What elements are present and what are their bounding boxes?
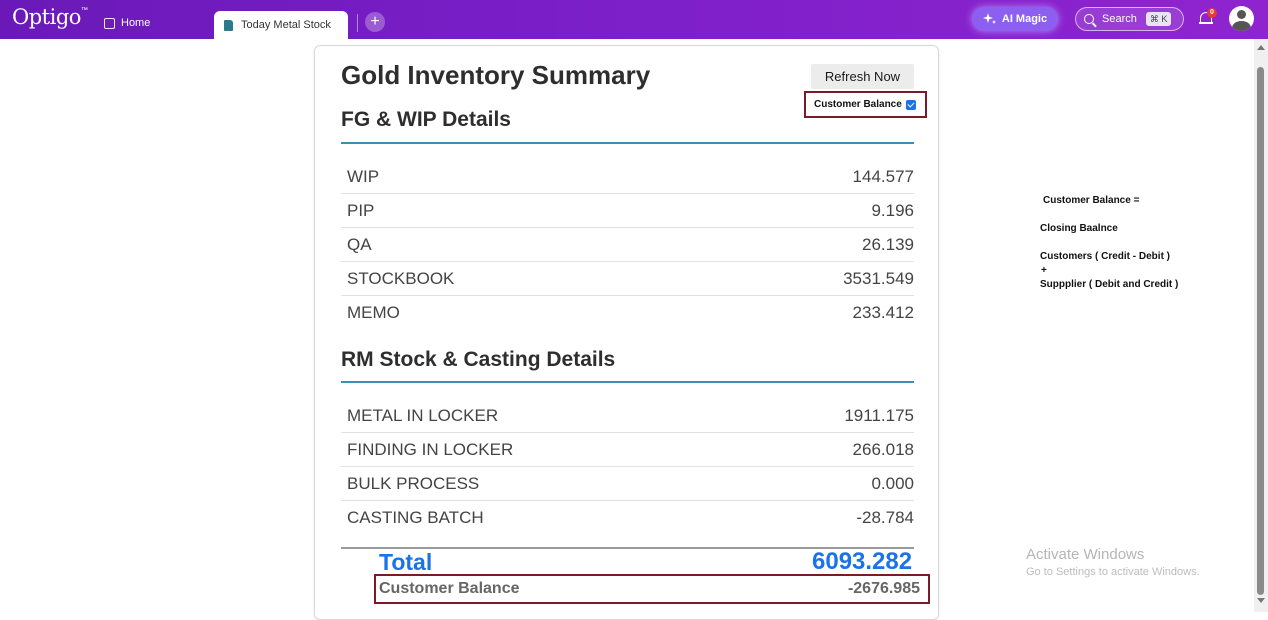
activate-windows-subtitle: Go to Settings to activate Windows.: [1026, 566, 1200, 578]
total-divider: [341, 547, 914, 549]
row-label: METAL IN LOCKER: [347, 405, 499, 425]
note-line-1: Customer Balance =: [1043, 195, 1140, 206]
row-label: PIP: [347, 200, 375, 220]
search-shortcut-badge: ⌘ K: [1145, 12, 1172, 26]
note-line-4: +: [1041, 265, 1047, 276]
row-label: WIP: [347, 166, 380, 186]
rm-stock-section-title: RM Stock & Casting Details: [341, 348, 616, 371]
fg-wip-section-title: FG & WIP Details: [341, 108, 511, 131]
table-row: WIP 144.577: [341, 160, 914, 194]
row-label: CASTING BATCH: [347, 508, 484, 527]
document-icon: [224, 19, 233, 31]
home-icon: [104, 17, 115, 29]
tab-today-metal-stock[interactable]: Today Metal Stock: [214, 11, 348, 39]
fg-wip-divider: [341, 142, 914, 144]
row-value: 3531.549: [843, 268, 914, 288]
gold-inventory-card: Gold Inventory Summary Refresh Now Custo…: [314, 45, 939, 620]
table-row: MEMO 233.412: [341, 296, 914, 330]
table-row: FINDING IN LOCKER 266.018: [341, 433, 914, 467]
ai-magic-button[interactable]: AI Magic: [972, 7, 1058, 31]
customer-balance-toggle-label: Customer Balance: [814, 99, 902, 110]
total-value: 6093.282: [812, 548, 913, 575]
row-value: 9.196: [871, 200, 914, 220]
table-row: STOCKBOOK 3531.549: [341, 262, 914, 296]
avatar-body: [1232, 21, 1251, 31]
avatar-head: [1237, 10, 1246, 19]
table-row: PIP 9.196: [341, 194, 914, 228]
row-value: 26.139: [862, 234, 914, 254]
scroll-down-arrow-icon[interactable]: [1257, 598, 1265, 603]
table-row: BULK PROCESS 0.000: [341, 467, 914, 501]
table-row: CASTING BATCH -28.784: [341, 501, 914, 535]
avatar[interactable]: [1229, 6, 1254, 31]
top-bar: Optigo™ Home Today Metal Stock + AI Magi…: [0, 0, 1268, 39]
customer-balance-row: Customer Balance -2676.985: [374, 574, 930, 604]
customer-balance-label: Customer Balance: [379, 580, 520, 597]
scroll-up-arrow-icon[interactable]: [1257, 45, 1265, 50]
sparkle-icon: [982, 13, 996, 24]
row-label: STOCKBOOK: [347, 268, 455, 288]
customer-balance-value: -2676.985: [847, 580, 920, 597]
activate-windows-title: Activate Windows: [1026, 546, 1145, 563]
refresh-now-button[interactable]: Refresh Now: [811, 64, 914, 89]
note-line-5: Suppplier ( Debit and Credit ): [1040, 279, 1179, 290]
table-row: QA 26.139: [341, 228, 914, 262]
note-line-3: Customers ( Credit - Debit ): [1040, 251, 1171, 262]
customer-balance-checkbox[interactable]: [905, 99, 916, 110]
ai-magic-label: AI Magic: [1001, 13, 1048, 25]
row-label: MEMO: [347, 303, 400, 322]
tab-home-label: Home: [121, 17, 151, 29]
row-value: 233.412: [852, 303, 914, 322]
search-label: Search: [1102, 13, 1137, 25]
row-value: -28.784: [856, 508, 914, 527]
bell-base: [1199, 22, 1213, 24]
search-icon: [1084, 14, 1094, 24]
rm-stock-divider: [341, 381, 914, 383]
row-label: FINDING IN LOCKER: [347, 439, 514, 459]
row-label: BULK PROCESS: [347, 473, 480, 493]
app-logo[interactable]: Optigo™: [12, 5, 88, 29]
tab-divider: [357, 14, 358, 32]
row-value: 1911.175: [844, 405, 914, 425]
note-line-2: Closing Baalnce: [1040, 223, 1118, 234]
table-row: METAL IN LOCKER 1911.175: [341, 399, 914, 433]
customer-balance-toggle[interactable]: Customer Balance: [804, 91, 927, 118]
search-button[interactable]: Search ⌘ K: [1075, 7, 1184, 31]
page-title: Gold Inventory Summary: [341, 60, 651, 90]
tab-home[interactable]: Home: [104, 12, 150, 34]
total-label: Total: [379, 549, 433, 575]
row-value: 144.577: [852, 166, 914, 186]
row-value: 0.000: [871, 473, 914, 493]
scroll-thumb[interactable]: [1257, 67, 1264, 595]
notification-badge: 0: [1207, 8, 1217, 18]
tab-active-label: Today Metal Stock: [241, 19, 331, 31]
page-scrollbar[interactable]: [1254, 39, 1268, 612]
add-tab-button[interactable]: +: [365, 12, 385, 32]
row-value: 266.018: [852, 439, 914, 459]
row-label: QA: [347, 234, 372, 254]
